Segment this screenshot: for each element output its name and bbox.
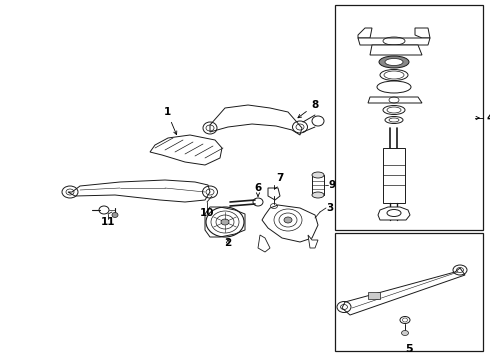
Bar	[335, 5, 483, 230]
Ellipse shape	[312, 192, 324, 198]
Text: 9: 9	[328, 180, 336, 190]
Polygon shape	[378, 207, 410, 220]
Text: 6: 6	[254, 183, 262, 196]
Polygon shape	[210, 105, 302, 135]
Text: 4: 4	[486, 113, 490, 123]
Text: 2: 2	[224, 238, 232, 248]
Text: 7: 7	[274, 173, 284, 189]
Polygon shape	[268, 188, 280, 200]
Polygon shape	[368, 97, 422, 103]
Ellipse shape	[206, 207, 244, 237]
Polygon shape	[308, 235, 318, 248]
Ellipse shape	[221, 219, 229, 225]
Text: 10: 10	[200, 208, 214, 218]
Ellipse shape	[379, 56, 409, 68]
Text: 8: 8	[298, 100, 319, 118]
Polygon shape	[358, 38, 430, 45]
Ellipse shape	[312, 172, 324, 178]
Ellipse shape	[385, 58, 403, 66]
Polygon shape	[68, 180, 210, 202]
Polygon shape	[150, 135, 222, 165]
Polygon shape	[262, 205, 318, 242]
Polygon shape	[415, 28, 430, 38]
Text: 11: 11	[101, 217, 115, 227]
Bar	[312, 175, 324, 195]
Polygon shape	[358, 28, 372, 38]
Text: 3: 3	[326, 203, 334, 213]
Text: 5: 5	[405, 344, 413, 354]
Polygon shape	[342, 268, 465, 315]
Ellipse shape	[112, 212, 118, 217]
Ellipse shape	[401, 330, 409, 336]
Text: 1: 1	[163, 107, 177, 135]
Bar	[335, 233, 483, 351]
Bar	[368, 292, 380, 299]
Polygon shape	[370, 45, 422, 55]
Ellipse shape	[284, 217, 292, 223]
Bar	[383, 148, 405, 203]
Polygon shape	[258, 235, 270, 252]
